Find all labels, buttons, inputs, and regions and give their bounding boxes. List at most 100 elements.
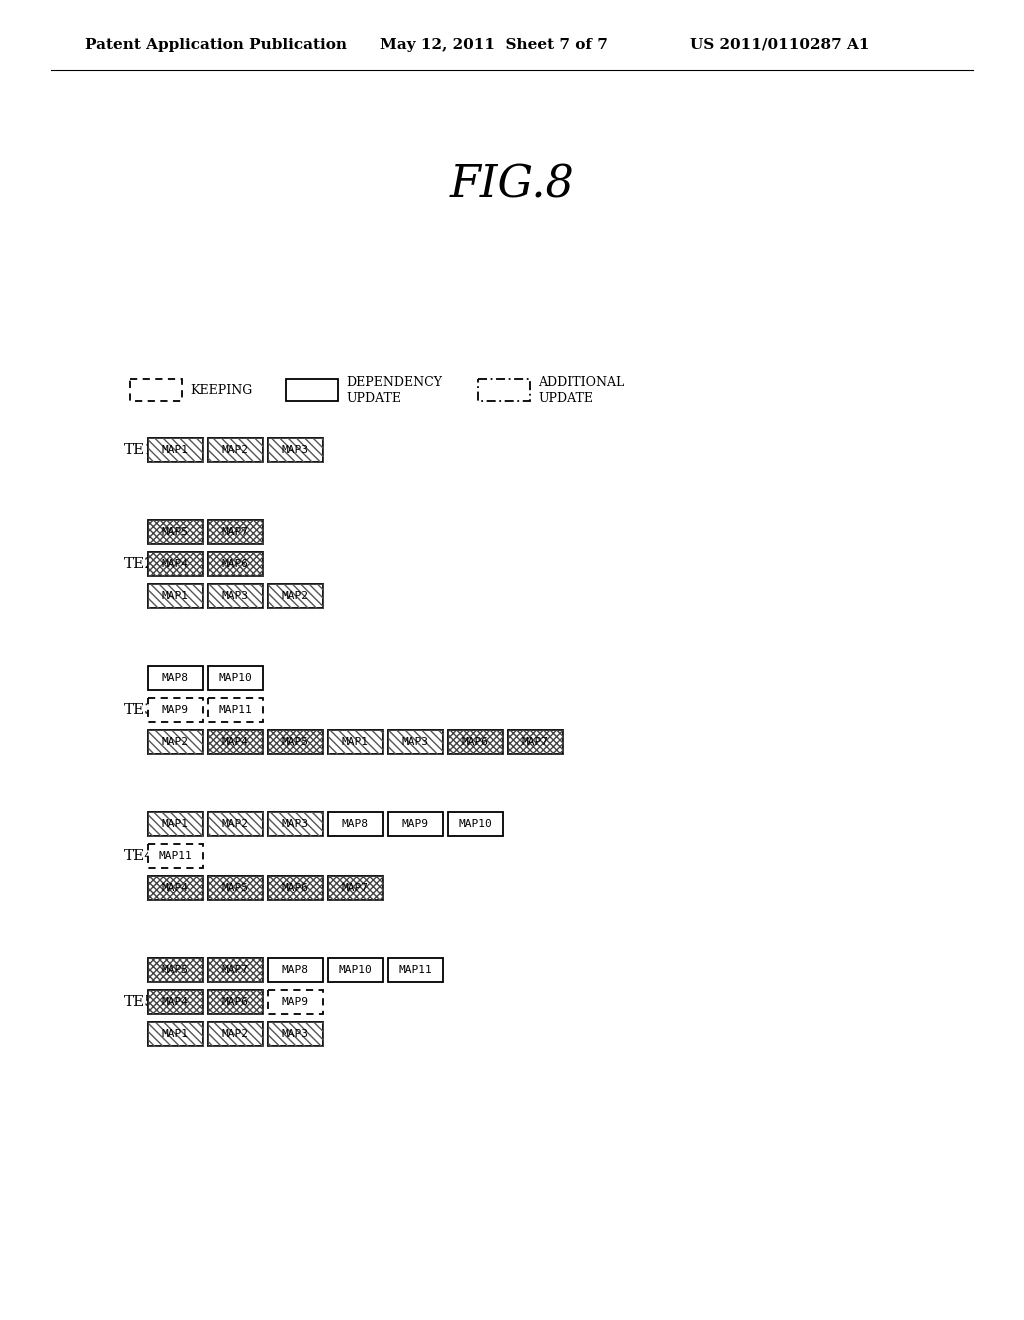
Text: MAP10: MAP10 bbox=[458, 818, 492, 829]
Text: MAP7: MAP7 bbox=[341, 883, 369, 894]
Bar bbox=[147, 552, 203, 576]
Bar bbox=[267, 876, 323, 900]
Text: MAP5: MAP5 bbox=[162, 527, 188, 537]
Bar bbox=[328, 730, 383, 754]
Text: MAP5: MAP5 bbox=[221, 883, 249, 894]
Bar bbox=[267, 730, 323, 754]
Text: Patent Application Publication: Patent Application Publication bbox=[85, 38, 347, 51]
Bar bbox=[147, 552, 203, 576]
Text: TE2: TE2 bbox=[124, 557, 155, 572]
Bar bbox=[328, 812, 383, 836]
Bar bbox=[208, 1022, 262, 1045]
Text: MAP6: MAP6 bbox=[221, 558, 249, 569]
Bar bbox=[208, 438, 262, 462]
Bar bbox=[147, 1022, 203, 1045]
Bar bbox=[208, 1022, 262, 1045]
Bar bbox=[147, 812, 203, 836]
Text: MAP3: MAP3 bbox=[282, 445, 308, 455]
Bar bbox=[267, 583, 323, 609]
Bar bbox=[208, 958, 262, 982]
Bar bbox=[208, 552, 262, 576]
Bar bbox=[147, 730, 203, 754]
Bar bbox=[508, 730, 562, 754]
Text: MAP11: MAP11 bbox=[158, 851, 191, 861]
Text: MAP6: MAP6 bbox=[462, 737, 488, 747]
Text: MAP6: MAP6 bbox=[282, 883, 308, 894]
Text: MAP4: MAP4 bbox=[162, 997, 188, 1007]
Text: DEPENDENCY: DEPENDENCY bbox=[346, 375, 442, 388]
Bar bbox=[328, 876, 383, 900]
Text: MAP4: MAP4 bbox=[221, 737, 249, 747]
Text: MAP4: MAP4 bbox=[162, 558, 188, 569]
Text: MAP9: MAP9 bbox=[282, 997, 308, 1007]
Text: MAP2: MAP2 bbox=[221, 818, 249, 829]
Text: MAP7: MAP7 bbox=[221, 527, 249, 537]
Text: MAP9: MAP9 bbox=[162, 705, 188, 715]
Bar bbox=[147, 698, 203, 722]
Bar bbox=[267, 438, 323, 462]
Text: MAP3: MAP3 bbox=[282, 818, 308, 829]
Bar bbox=[147, 958, 203, 982]
Bar bbox=[147, 843, 203, 869]
Bar bbox=[267, 1022, 323, 1045]
Bar bbox=[208, 812, 262, 836]
Bar bbox=[328, 958, 383, 982]
Text: MAP8: MAP8 bbox=[282, 965, 308, 975]
Text: MAP2: MAP2 bbox=[162, 737, 188, 747]
Text: UPDATE: UPDATE bbox=[538, 392, 593, 404]
Bar bbox=[508, 730, 562, 754]
Text: MAP6: MAP6 bbox=[221, 997, 249, 1007]
Text: MAP8: MAP8 bbox=[162, 673, 188, 682]
Bar bbox=[267, 958, 323, 982]
Bar bbox=[208, 730, 262, 754]
Bar bbox=[147, 583, 203, 609]
Bar bbox=[147, 1022, 203, 1045]
Bar bbox=[147, 990, 203, 1014]
Text: MAP3: MAP3 bbox=[221, 591, 249, 601]
Bar bbox=[208, 552, 262, 576]
Text: MAP1: MAP1 bbox=[162, 1030, 188, 1039]
Bar bbox=[208, 520, 262, 544]
Text: ADDITIONAL: ADDITIONAL bbox=[538, 375, 625, 388]
Text: TE3: TE3 bbox=[124, 704, 155, 717]
Bar bbox=[208, 583, 262, 609]
Bar bbox=[208, 990, 262, 1014]
Bar bbox=[208, 958, 262, 982]
Text: MAP7: MAP7 bbox=[221, 965, 249, 975]
Bar bbox=[387, 730, 442, 754]
Text: MAP1: MAP1 bbox=[162, 591, 188, 601]
Bar bbox=[387, 958, 442, 982]
Text: MAP5: MAP5 bbox=[282, 737, 308, 747]
Bar bbox=[208, 990, 262, 1014]
Bar bbox=[208, 438, 262, 462]
Bar bbox=[147, 958, 203, 982]
Text: MAP2: MAP2 bbox=[221, 445, 249, 455]
Bar bbox=[147, 876, 203, 900]
Text: MAP1: MAP1 bbox=[162, 445, 188, 455]
Text: MAP10: MAP10 bbox=[218, 673, 252, 682]
Text: MAP1: MAP1 bbox=[162, 818, 188, 829]
Bar bbox=[267, 438, 323, 462]
Text: MAP9: MAP9 bbox=[401, 818, 428, 829]
Bar bbox=[267, 990, 323, 1014]
Text: TE5: TE5 bbox=[124, 995, 155, 1008]
Bar bbox=[267, 1022, 323, 1045]
Bar bbox=[447, 730, 503, 754]
Bar bbox=[267, 730, 323, 754]
Bar bbox=[130, 379, 182, 401]
Bar bbox=[208, 667, 262, 690]
Bar bbox=[478, 379, 530, 401]
Text: FIG.8: FIG.8 bbox=[450, 164, 574, 207]
Bar bbox=[147, 438, 203, 462]
Bar bbox=[267, 812, 323, 836]
Bar bbox=[147, 990, 203, 1014]
Bar bbox=[447, 730, 503, 754]
Bar bbox=[147, 520, 203, 544]
Bar bbox=[286, 379, 338, 401]
Bar bbox=[208, 876, 262, 900]
Bar bbox=[208, 698, 262, 722]
Bar bbox=[147, 520, 203, 544]
Bar bbox=[387, 730, 442, 754]
Bar bbox=[208, 812, 262, 836]
Bar bbox=[147, 730, 203, 754]
